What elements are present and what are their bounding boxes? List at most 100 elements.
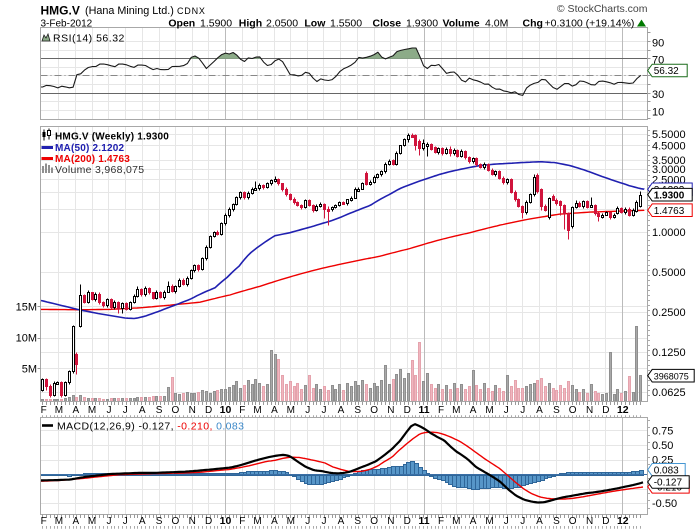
svg-text:J: J [322,405,327,416]
svg-text:Open: Open [168,18,195,30]
svg-text:M: M [452,405,460,416]
svg-text:F: F [239,516,245,527]
svg-text:10: 10 [220,404,232,416]
svg-text:5M: 5M [22,364,37,376]
svg-text:0.75: 0.75 [652,426,673,438]
svg-text:A: A [139,405,146,416]
svg-text:N: N [586,405,593,416]
svg-text:A: A [536,516,543,527]
svg-text:D: D [602,516,609,527]
svg-text:O: O [172,405,180,416]
svg-text:J: J [504,405,509,416]
svg-text:J: J [107,405,112,416]
svg-text:11: 11 [419,404,430,416]
svg-text:MA(50) 2.1202: MA(50) 2.1202 [55,143,125,154]
svg-text:M: M [287,516,295,527]
svg-text:M: M [88,516,96,527]
svg-text:J: J [322,516,327,527]
svg-text:D: D [404,405,411,416]
svg-text:1.0000: 1.0000 [652,227,686,239]
svg-text:CDNX: CDNX [177,6,206,16]
svg-text:A: A [536,405,543,416]
svg-text:S: S [354,516,361,527]
svg-text:N: N [387,405,394,416]
svg-text:11: 11 [419,515,430,527]
svg-text:O: O [370,516,378,527]
svg-text:5.5000: 5.5000 [652,129,686,141]
svg-text:J: J [305,405,310,416]
svg-text:O: O [370,405,378,416]
svg-text:4.5000: 4.5000 [652,140,686,152]
svg-text:0.5000: 0.5000 [652,267,686,279]
svg-text:MA(200) 1.4763: MA(200) 1.4763 [55,154,130,165]
svg-text:D: D [602,405,609,416]
svg-text:56.32: 56.32 [654,66,679,77]
svg-text:-0.127: -0.127 [654,478,683,489]
svg-text:M: M [485,516,493,527]
svg-text:A: A [72,516,79,527]
svg-text:N: N [387,516,394,527]
svg-text:S: S [354,405,361,416]
svg-text:3968075: 3968075 [654,371,689,381]
svg-text:HMG.V: HMG.V [41,4,80,18]
svg-text:1.5500: 1.5500 [330,18,362,30]
svg-text:+0.3100 (+19.14%): +0.3100 (+19.14%) [545,18,635,30]
svg-text:F: F [438,516,444,527]
svg-text:J: J [305,516,310,527]
svg-text:F: F [41,405,47,416]
svg-text:M: M [55,516,63,527]
svg-text:O: O [569,405,577,416]
svg-text:N: N [189,516,196,527]
svg-text:A: A [72,405,79,416]
svg-text:0.2500: 0.2500 [652,307,686,319]
svg-text:D: D [205,516,212,527]
svg-text:M: M [253,405,261,416]
svg-text:15M: 15M [16,302,37,314]
svg-text:0.50: 0.50 [652,440,673,452]
svg-text:M: M [88,405,96,416]
svg-text:N: N [189,405,196,416]
svg-text:12: 12 [617,404,629,416]
svg-text:A: A [271,405,278,416]
svg-text:90: 90 [652,38,664,50]
svg-text:N: N [586,516,593,527]
svg-text:J: J [123,405,128,416]
svg-text:D: D [404,516,411,527]
svg-text:3.5000: 3.5000 [652,155,686,167]
svg-text:High: High [239,18,262,30]
svg-text:-0.50: -0.50 [652,498,677,510]
svg-text:1.4763: 1.4763 [654,206,685,217]
svg-text:A: A [338,405,345,416]
svg-text:A: A [271,516,278,527]
svg-text:HMG.V (Weekly) 1.9300: HMG.V (Weekly) 1.9300 [55,132,169,143]
svg-text:1.9300: 1.9300 [406,18,438,30]
svg-text:10M: 10M [16,333,37,345]
svg-text:J: J [520,516,525,527]
svg-text:M: M [452,516,460,527]
svg-text:J: J [123,516,128,527]
svg-text:Low: Low [304,18,326,30]
svg-text:2.0500: 2.0500 [266,18,298,30]
svg-text:3-Feb-2012: 3-Feb-2012 [41,19,93,30]
svg-text:M: M [253,516,261,527]
svg-text:© StockCharts.com: © StockCharts.com [557,3,648,15]
svg-text:10: 10 [652,106,664,118]
svg-text:RSI(14) 56.32: RSI(14) 56.32 [53,33,125,45]
svg-text:J: J [520,405,525,416]
svg-text:F: F [239,405,245,416]
svg-text:S: S [156,516,163,527]
svg-text:Volume: Volume [443,18,480,30]
svg-text:S: S [553,516,560,527]
svg-text:1.5900: 1.5900 [200,18,232,30]
svg-text:J: J [504,516,509,527]
svg-text:A: A [470,516,477,527]
svg-text:M: M [485,405,493,416]
svg-text:30: 30 [652,89,664,101]
svg-text:D: D [205,405,212,416]
svg-text:MACD(12,26,9) -0.127, -0.210,: MACD(12,26,9) -0.127, -0.210, 0.083 [57,421,244,433]
svg-text:1.9300: 1.9300 [654,190,685,201]
svg-text:O: O [172,516,180,527]
svg-text:F: F [41,516,47,527]
svg-text:0.0625: 0.0625 [652,387,686,399]
svg-text:J: J [107,516,112,527]
